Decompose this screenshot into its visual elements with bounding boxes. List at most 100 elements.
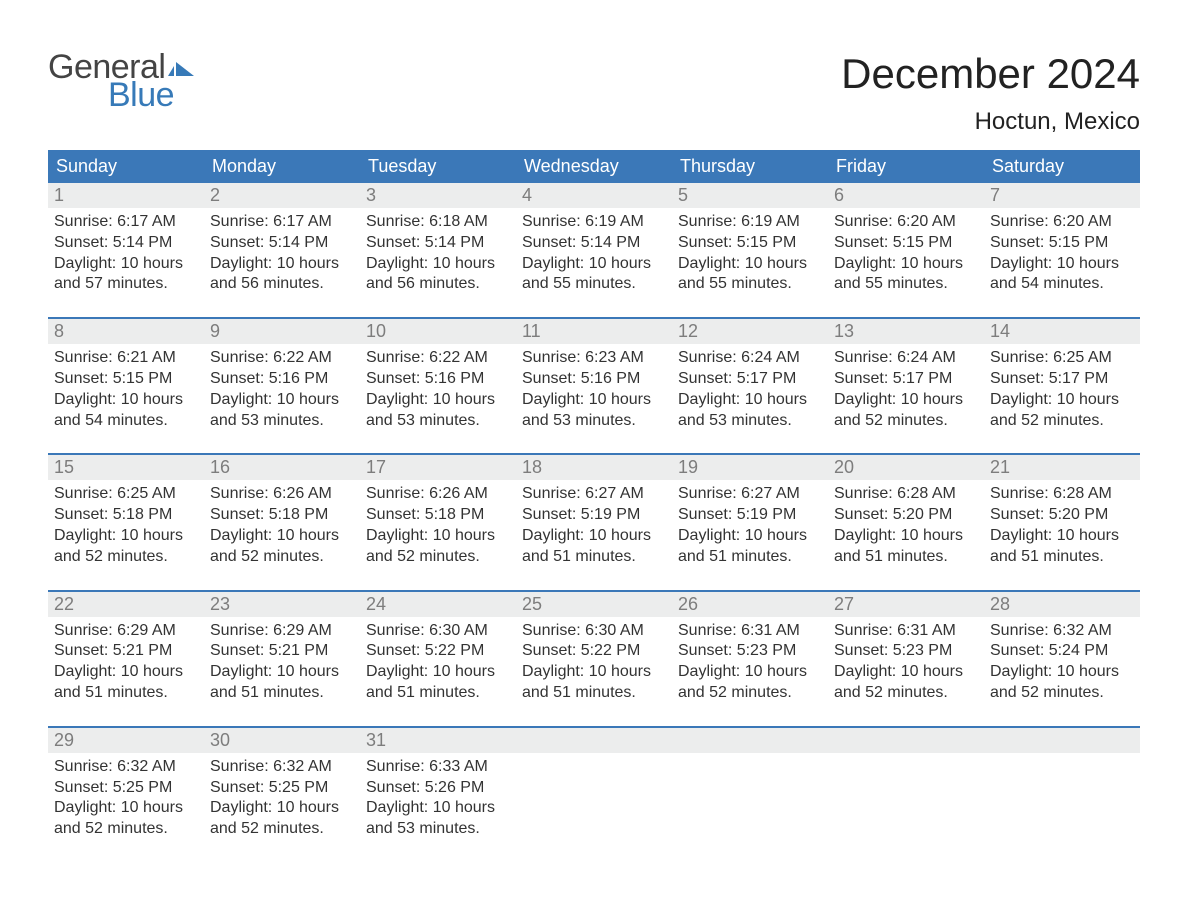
day-cell: Sunrise: 6:28 AMSunset: 5:20 PMDaylight:… [984,480,1140,567]
daylight-text: and 53 minutes. [522,411,666,432]
day-number: 13 [828,319,984,344]
day-number: 29 [48,728,204,753]
day-cell: Sunrise: 6:17 AMSunset: 5:14 PMDaylight:… [204,208,360,295]
sunset-text: Sunset: 5:14 PM [54,233,198,254]
sunrise-text: Sunrise: 6:28 AM [834,484,978,505]
day-cell [516,753,672,840]
sunset-text: Sunset: 5:16 PM [210,369,354,390]
sunset-text: Sunset: 5:22 PM [522,641,666,662]
daylight-text: and 51 minutes. [522,683,666,704]
daylight-text: and 52 minutes. [990,683,1134,704]
sunrise-text: Sunrise: 6:32 AM [990,621,1134,642]
daylight-text: Daylight: 10 hours [54,798,198,819]
day-cell: Sunrise: 6:19 AMSunset: 5:14 PMDaylight:… [516,208,672,295]
sunrise-text: Sunrise: 6:25 AM [990,348,1134,369]
sunrise-text: Sunrise: 6:27 AM [678,484,822,505]
title-block: December 2024 Hoctun, Mexico [841,50,1140,136]
sunset-text: Sunset: 5:15 PM [54,369,198,390]
day-cell: Sunrise: 6:30 AMSunset: 5:22 PMDaylight:… [360,617,516,704]
day-cell: Sunrise: 6:33 AMSunset: 5:26 PMDaylight:… [360,753,516,840]
sunrise-text: Sunrise: 6:23 AM [522,348,666,369]
day-cell: Sunrise: 6:28 AMSunset: 5:20 PMDaylight:… [828,480,984,567]
day-header: Sunday [48,150,204,183]
sunset-text: Sunset: 5:22 PM [366,641,510,662]
daylight-text: and 51 minutes. [834,547,978,568]
sunrise-text: Sunrise: 6:31 AM [678,621,822,642]
daylight-text: and 55 minutes. [834,274,978,295]
daylight-text: and 51 minutes. [990,547,1134,568]
daylight-text: and 51 minutes. [678,547,822,568]
sunset-text: Sunset: 5:16 PM [522,369,666,390]
daylight-text: and 54 minutes. [54,411,198,432]
sunset-text: Sunset: 5:14 PM [522,233,666,254]
day-number: 16 [204,455,360,480]
daylight-text: and 55 minutes. [678,274,822,295]
day-header: Thursday [672,150,828,183]
daylight-text: Daylight: 10 hours [210,662,354,683]
daynum-band: 891011121314 [48,319,1140,344]
daylight-text: Daylight: 10 hours [834,662,978,683]
day-number: 11 [516,319,672,344]
daylight-text: Daylight: 10 hours [366,526,510,547]
day-number: 14 [984,319,1140,344]
day-number: 18 [516,455,672,480]
day-header: Monday [204,150,360,183]
sunrise-text: Sunrise: 6:29 AM [54,621,198,642]
day-number [672,728,828,753]
daylight-text: Daylight: 10 hours [678,526,822,547]
day-cell: Sunrise: 6:27 AMSunset: 5:19 PMDaylight:… [672,480,828,567]
daylight-text: Daylight: 10 hours [54,662,198,683]
week-row: 293031Sunrise: 6:32 AMSunset: 5:25 PMDay… [48,726,1140,840]
daylight-text: and 54 minutes. [990,274,1134,295]
daylight-text: and 52 minutes. [834,411,978,432]
day-number [516,728,672,753]
day-cell: Sunrise: 6:31 AMSunset: 5:23 PMDaylight:… [672,617,828,704]
day-number: 21 [984,455,1140,480]
sunset-text: Sunset: 5:25 PM [210,778,354,799]
day-cell: Sunrise: 6:20 AMSunset: 5:15 PMDaylight:… [984,208,1140,295]
sunrise-text: Sunrise: 6:22 AM [210,348,354,369]
daynum-band: 293031 [48,728,1140,753]
daylight-text: Daylight: 10 hours [54,526,198,547]
sunrise-text: Sunrise: 6:17 AM [54,212,198,233]
day-cell: Sunrise: 6:31 AMSunset: 5:23 PMDaylight:… [828,617,984,704]
daylight-text: and 53 minutes. [366,819,510,840]
sunset-text: Sunset: 5:23 PM [834,641,978,662]
day-number: 24 [360,592,516,617]
day-number: 20 [828,455,984,480]
day-number: 25 [516,592,672,617]
sunrise-text: Sunrise: 6:27 AM [522,484,666,505]
sunrise-text: Sunrise: 6:19 AM [522,212,666,233]
day-cell: Sunrise: 6:32 AMSunset: 5:25 PMDaylight:… [204,753,360,840]
daylight-text: Daylight: 10 hours [366,254,510,275]
daylight-text: Daylight: 10 hours [210,254,354,275]
day-cell: Sunrise: 6:21 AMSunset: 5:15 PMDaylight:… [48,344,204,431]
sunrise-text: Sunrise: 6:31 AM [834,621,978,642]
sunrise-text: Sunrise: 6:26 AM [210,484,354,505]
day-cell: Sunrise: 6:18 AMSunset: 5:14 PMDaylight:… [360,208,516,295]
sunset-text: Sunset: 5:15 PM [834,233,978,254]
sunset-text: Sunset: 5:19 PM [522,505,666,526]
location: Hoctun, Mexico [841,108,1140,136]
day-header: Wednesday [516,150,672,183]
day-cell: Sunrise: 6:17 AMSunset: 5:14 PMDaylight:… [48,208,204,295]
daylight-text: Daylight: 10 hours [834,254,978,275]
daylight-text: and 51 minutes. [522,547,666,568]
daylight-text: and 52 minutes. [678,683,822,704]
day-header: Friday [828,150,984,183]
daylight-text: and 52 minutes. [54,819,198,840]
day-header-row: Sunday Monday Tuesday Wednesday Thursday… [48,150,1140,183]
daylight-text: Daylight: 10 hours [990,254,1134,275]
week-row: 891011121314Sunrise: 6:21 AMSunset: 5:15… [48,317,1140,431]
week-row: 1234567Sunrise: 6:17 AMSunset: 5:14 PMDa… [48,183,1140,295]
sunrise-text: Sunrise: 6:30 AM [366,621,510,642]
day-number [828,728,984,753]
sunrise-text: Sunrise: 6:20 AM [834,212,978,233]
day-number: 3 [360,183,516,208]
sunset-text: Sunset: 5:17 PM [678,369,822,390]
logo-text-blue: Blue [108,78,196,112]
month-title: December 2024 [841,50,1140,98]
day-cell: Sunrise: 6:27 AMSunset: 5:19 PMDaylight:… [516,480,672,567]
sunset-text: Sunset: 5:17 PM [990,369,1134,390]
sunset-text: Sunset: 5:18 PM [210,505,354,526]
